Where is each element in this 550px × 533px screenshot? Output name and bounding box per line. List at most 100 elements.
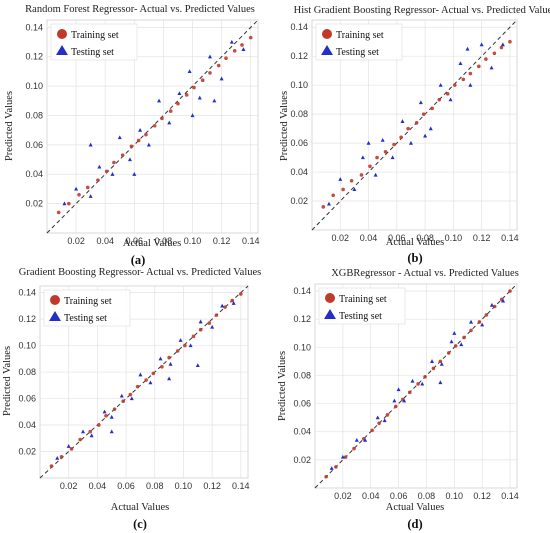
testing-point xyxy=(400,119,405,123)
y-tick-label: 0.14 xyxy=(25,22,43,32)
testing-point xyxy=(465,46,470,51)
testing-point xyxy=(167,376,172,381)
testing-point xyxy=(469,319,474,324)
training-point xyxy=(216,63,221,68)
testing-point xyxy=(396,387,401,392)
testing-point xyxy=(97,164,102,169)
y-tick-label: 0.12 xyxy=(25,52,43,62)
training-point xyxy=(248,35,253,40)
testing-point xyxy=(501,298,506,303)
training-point xyxy=(375,155,379,160)
x-tick-label: 0.10 xyxy=(184,236,202,246)
y-axis-label: Predicted Values xyxy=(279,91,290,161)
x-tick-label: 0.06 xyxy=(117,481,135,491)
legend-testing-marker xyxy=(56,45,68,55)
y-tick-label: 0.02 xyxy=(293,455,311,465)
testing-point xyxy=(449,339,454,344)
testing-point xyxy=(380,138,385,142)
diagonal-reference-line xyxy=(46,19,259,234)
testing-point xyxy=(74,186,79,191)
x-axis-label: Actual Values xyxy=(123,238,181,249)
training-point xyxy=(334,465,338,469)
x-tick-label: 0.12 xyxy=(213,236,231,246)
y-tick-label: 0.04 xyxy=(25,169,43,179)
training-point xyxy=(438,359,443,364)
training-point xyxy=(192,85,196,90)
x-tick-label: 0.10 xyxy=(446,491,464,501)
training-point xyxy=(176,101,180,106)
y-tick-label: 0.10 xyxy=(290,80,308,90)
testing-point xyxy=(363,437,368,442)
training-point xyxy=(96,178,100,182)
training-point xyxy=(78,437,82,442)
training-point xyxy=(175,349,180,353)
training-point xyxy=(112,160,116,165)
y-tick-label: 0.08 xyxy=(25,110,43,120)
training-point xyxy=(437,97,442,102)
testing-point xyxy=(468,82,473,87)
testing-point xyxy=(148,380,153,385)
testing-point xyxy=(430,359,435,363)
training-point xyxy=(321,205,326,209)
panel-label: (a) xyxy=(131,253,146,267)
training-point xyxy=(349,178,354,183)
panel-b: Hist Gradient Boosting Regressor- Actual… xyxy=(275,0,550,266)
testing-point xyxy=(329,466,334,470)
testing-point xyxy=(448,97,453,102)
testing-point xyxy=(198,319,203,324)
y-tick-label: 0.14 xyxy=(290,22,308,32)
training-point xyxy=(407,390,412,395)
testing-point xyxy=(127,157,132,162)
y-tick-label: 0.06 xyxy=(290,138,308,148)
training-point xyxy=(168,109,173,113)
chart-title: XGBRegressor - Actual vs. Predicted Valu… xyxy=(331,268,519,279)
training-point xyxy=(69,447,74,451)
testing-point xyxy=(119,393,124,398)
testing-point xyxy=(452,331,457,335)
testing-point xyxy=(366,140,371,145)
testing-point xyxy=(338,177,343,181)
x-tick-label: 0.04 xyxy=(362,491,380,501)
training-point xyxy=(430,106,434,111)
chart-svg: Random Forest Regressor- Actual vs. Pred… xyxy=(4,4,260,267)
testing-point xyxy=(195,363,200,368)
panel-a: Random Forest Regressor- Actual vs. Pred… xyxy=(0,0,275,267)
training-point xyxy=(59,455,64,459)
training-point xyxy=(484,313,489,317)
testing-point xyxy=(340,454,345,459)
x-tick-label: 0.08 xyxy=(418,491,436,501)
y-tick-label: 0.10 xyxy=(18,341,36,351)
training-point xyxy=(104,169,109,174)
training-point xyxy=(370,428,374,433)
training-point xyxy=(160,364,164,369)
training-point xyxy=(152,123,157,128)
training-point xyxy=(453,344,458,348)
testing-point xyxy=(480,322,485,327)
panel-label: (b) xyxy=(407,251,422,265)
x-tick-label: 0.14 xyxy=(242,236,260,246)
legend-box xyxy=(50,23,138,61)
y-tick-label: 0.06 xyxy=(25,140,43,150)
panel-label: (c) xyxy=(133,517,147,531)
training-point xyxy=(136,138,141,143)
legend-training-marker xyxy=(57,29,67,39)
testing-point xyxy=(190,113,195,118)
training-point xyxy=(477,64,481,69)
testing-point xyxy=(109,414,114,419)
training-point xyxy=(469,328,473,333)
training-point xyxy=(198,327,203,332)
training-point xyxy=(461,77,466,82)
testing-point xyxy=(117,135,122,140)
testing-point xyxy=(132,172,137,176)
chart-svg: Gradient Boosting Regressor- Actual vs. … xyxy=(2,267,261,531)
legend-testing-marker xyxy=(324,309,336,319)
training-point xyxy=(492,304,497,309)
testing-point xyxy=(167,120,172,125)
training-point xyxy=(359,173,364,177)
testing-point xyxy=(500,42,505,47)
x-tick-label: 0.04 xyxy=(96,236,114,246)
testing-point xyxy=(81,429,86,434)
y-tick-label: 0.04 xyxy=(293,427,311,437)
x-tick-label: 0.02 xyxy=(67,236,85,246)
